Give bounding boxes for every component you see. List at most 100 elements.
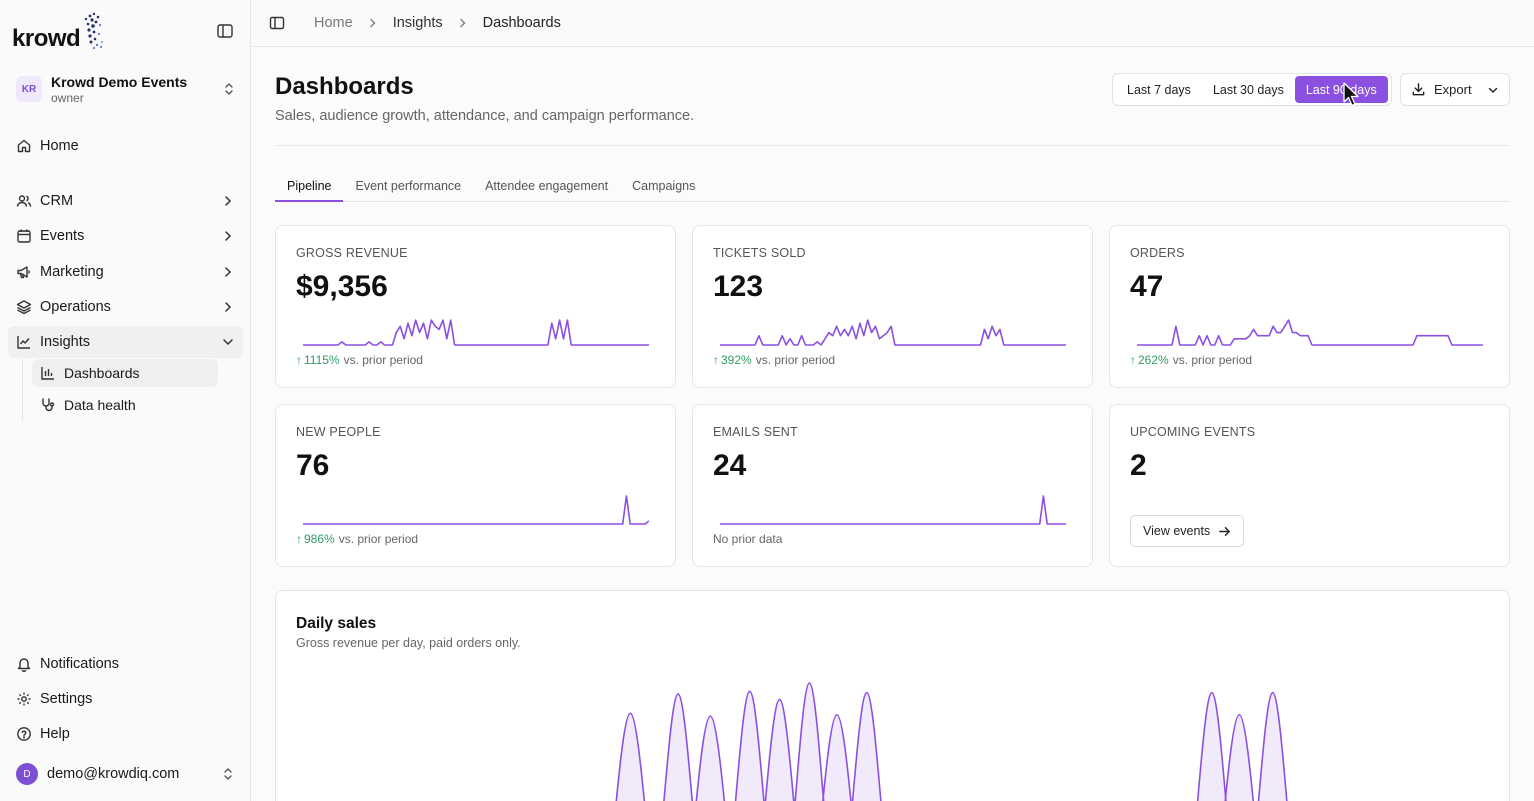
sparkline-gross-revenue [303,319,649,346]
daily-sales-peak [695,715,726,801]
kpi-delta-pct: 986% [304,532,335,546]
user-avatar: D [16,763,38,785]
sparkline-series [303,319,649,346]
gear-icon [17,692,31,706]
main-content: Dashboards Sales, audience growth, atten… [251,48,1534,801]
org-switcher[interactable]: KR Krowd Demo Events owner [8,68,244,110]
kpi-label: UPCOMING EVENTS [1130,425,1256,439]
mouse-cursor-icon [1343,82,1359,107]
daily-sales-peak [1196,691,1227,801]
breadcrumb-home[interactable]: Home [314,15,353,31]
chevron-right-icon [370,18,376,28]
nav-crm[interactable]: CRM [8,185,243,217]
arrow-up-icon: ↑ [296,532,302,546]
nav-crm-label: CRM [40,193,74,209]
help-circle-icon [17,727,31,741]
logo-dots-icon [84,12,104,50]
nav-events[interactable]: Events [8,220,243,252]
daily-sales-peak [663,693,694,801]
sparkline-orders [1137,319,1483,346]
range-90-days[interactable]: Last 90 days [1294,76,1388,103]
kpi-label: GROSS REVENUE [296,246,408,260]
user-email: demo@krowdiq.com [47,766,180,782]
breadcrumb-insights[interactable]: Insights [392,15,443,31]
layers-icon [16,300,32,315]
logo[interactable]: krowd [12,12,106,52]
nav-events-label: Events [40,228,85,244]
nav-notifications[interactable]: Notifications [8,648,243,680]
nav-insights[interactable]: Insights [8,326,243,358]
kpi-label: EMAILS SENT [713,425,798,439]
stethoscope-icon [42,398,55,412]
range-30-days[interactable]: Last 30 days [1212,82,1284,97]
nav-help[interactable]: Help [8,718,243,750]
daily-sales-peak [794,682,825,801]
users-icon [16,195,32,207]
dashboard-tabs: Pipeline Event performance Attendee enga… [275,176,1510,202]
sparkline-emails-sent [720,495,1066,525]
tab-attendee-engagement[interactable]: Attendee engagement [485,179,609,193]
kpi-value: 2 [1130,449,1147,482]
tab-campaigns[interactable]: Campaigns [632,179,696,193]
sidebar-toggle-icon[interactable] [216,22,234,40]
export-label: Export [1434,82,1472,97]
nav-notifications-label: Notifications [40,656,119,672]
sparkline-series [303,495,649,525]
kpi-delta-text: vs. prior period [755,353,836,367]
kpi-value: 24 [713,449,747,482]
submenu-guide [22,359,23,421]
org-avatar: KR [16,76,42,102]
arrow-up-icon: ↑ [296,353,302,367]
chevrons-up-down-icon [224,768,232,780]
chevron-right-icon [225,267,232,277]
org-role: owner [51,90,84,105]
chevron-down-icon [223,339,233,346]
nav-sub-data-health[interactable]: Data health [32,391,218,419]
panel-toggle-icon[interactable] [269,15,285,31]
chevron-right-icon [225,302,232,312]
export-button[interactable]: Export [1400,73,1510,106]
kpi-delta: ↑ 392% vs. prior period [713,353,835,367]
tab-event-performance[interactable]: Event performance [355,179,462,193]
nav-home[interactable]: Home [8,130,243,162]
view-events-label: View events [1143,524,1211,538]
kpi-delta-text: vs. prior period [1172,353,1253,367]
breadcrumb: Home Insights Dashboards [314,15,561,31]
daily-sales-peak [734,690,765,801]
view-events-button[interactable]: View events [1130,515,1245,547]
kpi-delta-pct: 262% [1138,353,1169,367]
tab-pipeline[interactable]: Pipeline [275,176,344,202]
nav-operations[interactable]: Operations [8,291,243,323]
daily-sales-peak [822,713,852,801]
user-menu[interactable]: D demo@krowdiq.com [8,759,243,789]
nav-settings[interactable]: Settings [8,683,243,715]
kpi-delta-pct: 392% [721,353,752,367]
kpi-card-upcoming-events: UPCOMING EVENTS 2 View events [1109,404,1510,567]
nav-sub-data-health-label: Data health [64,397,136,413]
range-7-days[interactable]: Last 7 days [1127,82,1191,97]
kpi-delta: No prior data [713,532,782,546]
daily-sales-chart [615,682,1288,801]
daily-sales-peak [615,712,646,801]
nav-operations-label: Operations [40,299,111,315]
arrow-right-icon [1219,526,1231,536]
nav-marketing-label: Marketing [40,264,104,280]
nav-marketing[interactable]: Marketing [8,256,243,288]
kpi-delta: ↑ 986% vs. prior period [296,532,418,546]
sidebar: krowd KR Krowd Demo Events owner [0,0,251,801]
chart-subtitle: Gross revenue per day, paid orders only. [296,636,521,650]
daily-sales-card: Daily sales Gross revenue per day, paid … [275,590,1510,801]
nav-help-label: Help [40,726,70,742]
nav-insights-label: Insights [40,334,90,350]
kpi-label: ORDERS [1130,246,1185,260]
kpi-card-orders: ORDERS 47 ↑ 262% vs. prior period [1109,225,1510,388]
sparkline-series [720,495,1066,525]
sparkline-series [1137,319,1483,346]
nav-home-label: Home [40,138,79,154]
nav-sub-dashboards[interactable]: Dashboards [32,359,218,387]
arrow-up-icon: ↑ [713,353,719,367]
breadcrumb-dashboards: Dashboards [482,15,561,31]
kpi-delta-text: vs. prior period [338,532,419,546]
kpi-value: 76 [296,449,330,482]
sparkline-series [720,319,1066,346]
